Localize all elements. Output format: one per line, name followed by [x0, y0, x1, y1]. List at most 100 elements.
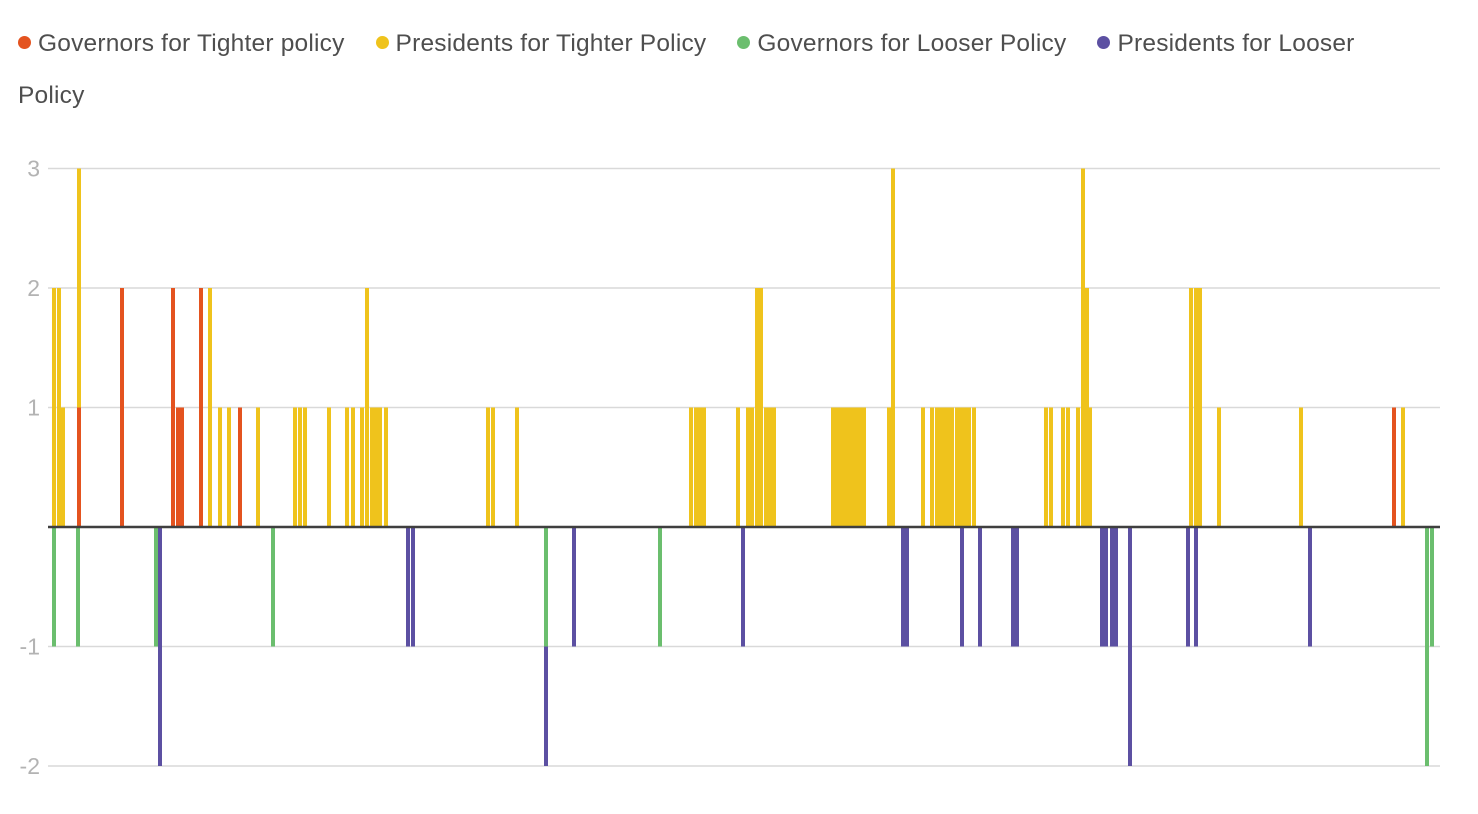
bar: [176, 407, 180, 527]
bar: [768, 407, 772, 527]
bar: [1085, 288, 1089, 527]
bar: [154, 527, 158, 647]
bar: [293, 407, 297, 527]
bar: [658, 527, 662, 647]
bar: [746, 407, 750, 527]
bar: [227, 407, 231, 527]
bar: [271, 527, 275, 647]
bar: [327, 407, 331, 527]
bar: [1401, 407, 1405, 527]
bar: [960, 527, 964, 647]
dissent-chart-svg: 3 2 1 -1 -2: [20, 156, 1440, 779]
bar: [759, 288, 763, 527]
bar: [854, 407, 858, 527]
bar: [736, 407, 740, 527]
bar: [61, 407, 65, 527]
legend-item-presidents-looser: Presidents for Looser Policy: [18, 30, 1355, 109]
bar: [370, 407, 374, 527]
bar: [901, 527, 905, 647]
bar: [345, 407, 349, 527]
bar: [772, 407, 776, 527]
bar: [967, 407, 971, 527]
bar: [77, 407, 81, 527]
bar: [1061, 407, 1065, 527]
bar: [930, 407, 934, 527]
legend-item-governors-tighter: Governors for Tighter policy: [18, 30, 345, 57]
bar: [946, 407, 950, 527]
bar: [120, 288, 124, 527]
bar: [384, 407, 388, 527]
bar: [959, 407, 963, 527]
bar: [238, 407, 242, 527]
bar: [839, 407, 843, 527]
bar: [1392, 407, 1396, 527]
bar: [1044, 407, 1048, 527]
bar: [1425, 527, 1429, 766]
bar: [1308, 527, 1312, 647]
bar: [411, 527, 415, 647]
bar: [378, 407, 382, 527]
bar: [755, 288, 759, 527]
bar: [846, 407, 850, 527]
bar: [1088, 407, 1092, 527]
bar: [891, 168, 895, 527]
bar: [572, 527, 576, 647]
bar: [764, 407, 768, 527]
bar: [741, 527, 745, 647]
bar: [850, 407, 854, 527]
bar: [843, 407, 847, 527]
bar: [1186, 527, 1190, 647]
bar: [544, 646, 548, 766]
bar: [905, 527, 909, 647]
bar: [218, 407, 222, 527]
bar: [1011, 527, 1015, 647]
bar: [1217, 407, 1221, 527]
bar: [972, 407, 976, 527]
bar: [1049, 407, 1053, 527]
bar: [1194, 288, 1198, 527]
bar: [1128, 527, 1132, 766]
bar: [831, 407, 835, 527]
bar: [1430, 527, 1434, 647]
bar: [208, 288, 212, 527]
bar: [835, 407, 839, 527]
bar: [351, 407, 355, 527]
bar: [57, 288, 61, 527]
bar: [858, 407, 862, 527]
bar: [486, 407, 490, 527]
bar: [689, 407, 693, 527]
dissent-bar-chart: 3 2 1 -1 -2: [0, 128, 1478, 814]
y-tick-label: 1: [27, 395, 40, 421]
bar: [887, 407, 891, 527]
bar: [515, 407, 519, 527]
bar: [1110, 527, 1114, 647]
bar: [360, 407, 364, 527]
bar: [1104, 527, 1108, 647]
bar: [406, 527, 410, 647]
bar: [52, 288, 56, 527]
legend-label: Governors for Looser Policy: [757, 30, 1067, 57]
bar: [1015, 527, 1019, 647]
bar: [1100, 527, 1104, 647]
bar: [52, 527, 56, 647]
bar: [199, 288, 203, 527]
bar: [491, 407, 495, 527]
bar: [374, 407, 378, 527]
legend-dot-presidents-looser-icon: [1097, 36, 1111, 50]
legend-label: Governors for Tighter policy: [38, 30, 345, 57]
bar: [158, 527, 162, 766]
bar: [702, 407, 706, 527]
bar: [76, 527, 80, 647]
bar: [939, 407, 943, 527]
bar: [180, 407, 184, 527]
bar: [298, 407, 302, 527]
bar: [171, 288, 175, 527]
bar: [1299, 407, 1303, 527]
legend-item-governors-looser: Governors for Looser Policy: [737, 30, 1066, 57]
bar: [303, 407, 307, 527]
legend-item-presidents-tighter: Presidents for Tighter Policy: [375, 30, 707, 57]
y-tick-label: -1: [20, 634, 40, 660]
bar: [1081, 168, 1085, 527]
y-tick-label: -2: [20, 753, 40, 779]
legend-dot-governors-looser-icon: [737, 36, 751, 50]
